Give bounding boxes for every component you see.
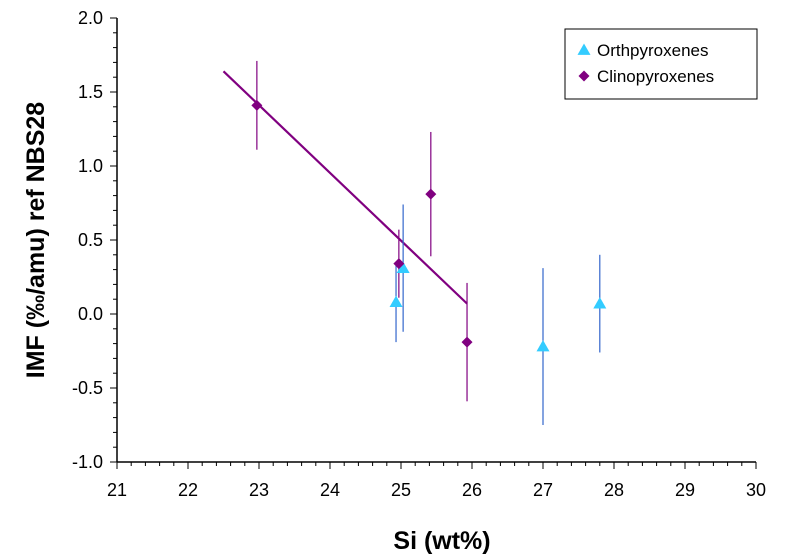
y-tick-label: 2.0 bbox=[78, 8, 103, 28]
legend-box bbox=[564, 28, 758, 100]
clinopyroxene-point bbox=[393, 258, 405, 270]
x-tick-label: 23 bbox=[249, 480, 269, 500]
orthopyroxene-point bbox=[536, 340, 550, 352]
error-bars bbox=[256, 60, 601, 425]
orthopyroxene-point bbox=[593, 297, 607, 309]
x-axis: 21 22 23 24 25 26 27 28 29 30 bbox=[107, 462, 766, 500]
x-tick-label: 26 bbox=[462, 480, 482, 500]
x-tick-label: 27 bbox=[533, 480, 553, 500]
legend-marker bbox=[578, 70, 590, 82]
clinopyroxene-point bbox=[461, 336, 473, 348]
y-axis-title: IMF (‰/amu) ref NBS28 bbox=[22, 102, 50, 379]
x-axis-title: Si (wt%) bbox=[393, 527, 490, 555]
x-tick-label: 21 bbox=[107, 480, 127, 500]
x-tick-label: 29 bbox=[675, 480, 695, 500]
legend: Orthpyroxenes Clinopyroxenes bbox=[564, 28, 758, 100]
y-tick-label: -1.0 bbox=[72, 452, 103, 472]
y-tick-label: 1.0 bbox=[78, 156, 103, 176]
y-tick-label: -0.5 bbox=[72, 378, 103, 398]
clinopyroxene-point bbox=[425, 188, 437, 200]
x-tick-label: 28 bbox=[604, 480, 624, 500]
x-tick-label: 24 bbox=[320, 480, 340, 500]
trendline-layer bbox=[222, 70, 468, 305]
legend-label: Clinopyroxenes bbox=[597, 67, 714, 86]
clinopyroxene-point bbox=[251, 99, 263, 111]
x-tick-label: 25 bbox=[391, 480, 411, 500]
x-tick-label: 22 bbox=[178, 480, 198, 500]
y-tick-label: 1.5 bbox=[78, 82, 103, 102]
orthopyroxene-point bbox=[396, 261, 410, 273]
y-axis: -1.0 -0.5 0.0 0.5 1.0 1.5 2.0 bbox=[72, 8, 117, 472]
y-tick-label: 0.0 bbox=[78, 304, 103, 324]
legend-label: Orthpyroxenes bbox=[597, 41, 709, 60]
trendline bbox=[222, 70, 468, 305]
data-points bbox=[251, 99, 607, 352]
orthopyroxene-point bbox=[389, 295, 403, 308]
x-tick-label: 30 bbox=[746, 480, 766, 500]
legend-marker bbox=[577, 43, 591, 55]
y-tick-label: 0.5 bbox=[78, 230, 103, 250]
